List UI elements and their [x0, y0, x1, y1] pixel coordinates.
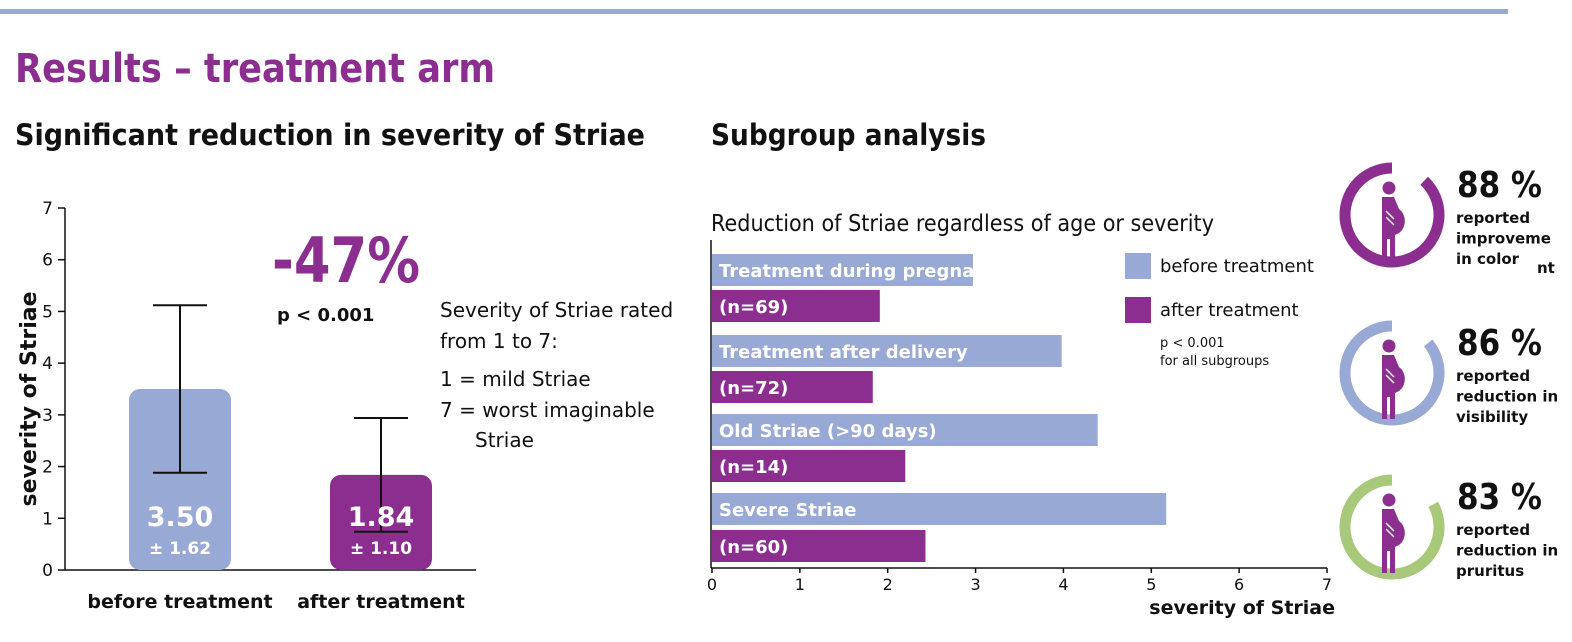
chart-title: Significant reduction in severity of Str…	[15, 118, 645, 152]
y-tick-label: 6	[42, 251, 53, 271]
sample-label: (n=60)	[719, 537, 788, 558]
pregnancy-icon	[1382, 493, 1396, 507]
x-tick-label: 7	[1322, 575, 1332, 594]
bar	[712, 493, 1167, 525]
bar	[712, 335, 1062, 367]
sample-label: (n=69)	[719, 297, 788, 318]
x-tick-label: 1	[795, 575, 805, 594]
x-tick-label: before treatment	[87, 591, 272, 613]
p-value-note: for all subgroups	[1160, 354, 1269, 369]
change-annotation: -47%	[272, 224, 420, 297]
pregnancy-icon	[1382, 339, 1396, 353]
x-tick-label: 5	[1146, 575, 1156, 594]
pregnancy-icon	[1385, 522, 1395, 538]
legend-swatch	[1125, 297, 1151, 323]
caption-line: reported	[1456, 521, 1530, 539]
note-line: from 1 to 7:	[440, 329, 558, 353]
x-tick-label: 4	[1058, 575, 1068, 594]
error-label: ± 1.62	[149, 539, 211, 559]
category-label: Old Striae (>90 days)	[719, 421, 937, 442]
bar	[712, 450, 906, 482]
bar	[712, 530, 926, 562]
x-tick-label: after treatment	[297, 591, 465, 613]
sample-label: (n=14)	[719, 457, 788, 478]
x-tick-label: 0	[707, 575, 717, 594]
donut-arc	[1339, 162, 1445, 268]
y-tick-label: 4	[42, 354, 53, 374]
top-rule	[0, 9, 1508, 14]
caption-line: nt	[1537, 259, 1555, 277]
chart-subtitle: Reduction of Striae regardless of age or…	[711, 211, 1214, 237]
percent-label: 83 %	[1457, 477, 1542, 518]
error-label: ± 1.10	[350, 539, 412, 559]
note-line: 1 = mild Striae	[440, 367, 591, 391]
donut-arc	[1339, 320, 1445, 426]
legend-label: after treatment	[1160, 300, 1299, 321]
bar	[712, 414, 1098, 446]
bar	[712, 290, 880, 322]
note-line: Severity of Striae rated	[440, 298, 673, 322]
category-label: Treatment during pregnancy	[719, 261, 1010, 282]
pregnancy-icon	[1382, 181, 1396, 195]
legend-label: before treatment	[1160, 256, 1314, 277]
category-label: Treatment after delivery	[719, 342, 968, 363]
note-line: Striae	[475, 428, 534, 452]
pregnancy-icon	[1382, 355, 1405, 419]
category-label: Severe Striae	[719, 500, 856, 521]
sample-label: (n=72)	[719, 378, 788, 399]
error-bar	[354, 416, 408, 533]
caption-line: improveme	[1456, 230, 1551, 248]
caption-line: pruritus	[1456, 562, 1524, 580]
page-title: Results – treatment arm	[15, 46, 495, 92]
value-label: 3.50	[147, 502, 214, 533]
y-tick-label: 3	[42, 406, 53, 426]
legend-swatch	[1125, 253, 1151, 279]
value-label: 1.84	[348, 502, 415, 533]
pregnancy-icon	[1382, 509, 1405, 573]
error-bar	[153, 304, 207, 474]
bar	[712, 371, 873, 403]
caption-line: in color	[1456, 250, 1520, 268]
y-tick-label: 1	[42, 509, 53, 529]
x-tick-label: 3	[970, 575, 980, 594]
caption-line: visibility	[1456, 408, 1528, 426]
y-tick-label: 0	[42, 561, 53, 581]
bar	[129, 389, 231, 570]
caption-line: reported	[1456, 367, 1530, 385]
note-line: 7 = worst imaginable	[440, 398, 655, 422]
percent-label: 88 %	[1457, 165, 1542, 206]
donut-arc	[1339, 474, 1445, 580]
bar	[712, 254, 973, 286]
y-tick-label: 5	[42, 302, 53, 322]
caption-line: reported	[1456, 209, 1530, 227]
pregnancy-icon	[1385, 210, 1395, 226]
y-tick-label: 2	[42, 458, 53, 478]
x-tick-label: 2	[883, 575, 893, 594]
caption-line: reduction in	[1456, 542, 1558, 560]
p-value-note: p < 0.001	[1160, 336, 1225, 351]
y-tick-label: 7	[42, 199, 53, 219]
percent-label: 86 %	[1457, 323, 1542, 364]
pregnancy-icon	[1385, 368, 1395, 384]
x-axis-label: severity of Striae	[1149, 597, 1335, 619]
y-axis-label: severity of Striae	[17, 291, 42, 506]
pregnancy-icon	[1382, 197, 1405, 261]
p-value: p < 0.001	[277, 305, 374, 326]
caption-line: reduction in	[1456, 388, 1558, 406]
chart-title: Subgroup analysis	[711, 118, 986, 152]
x-tick-label: 6	[1234, 575, 1244, 594]
